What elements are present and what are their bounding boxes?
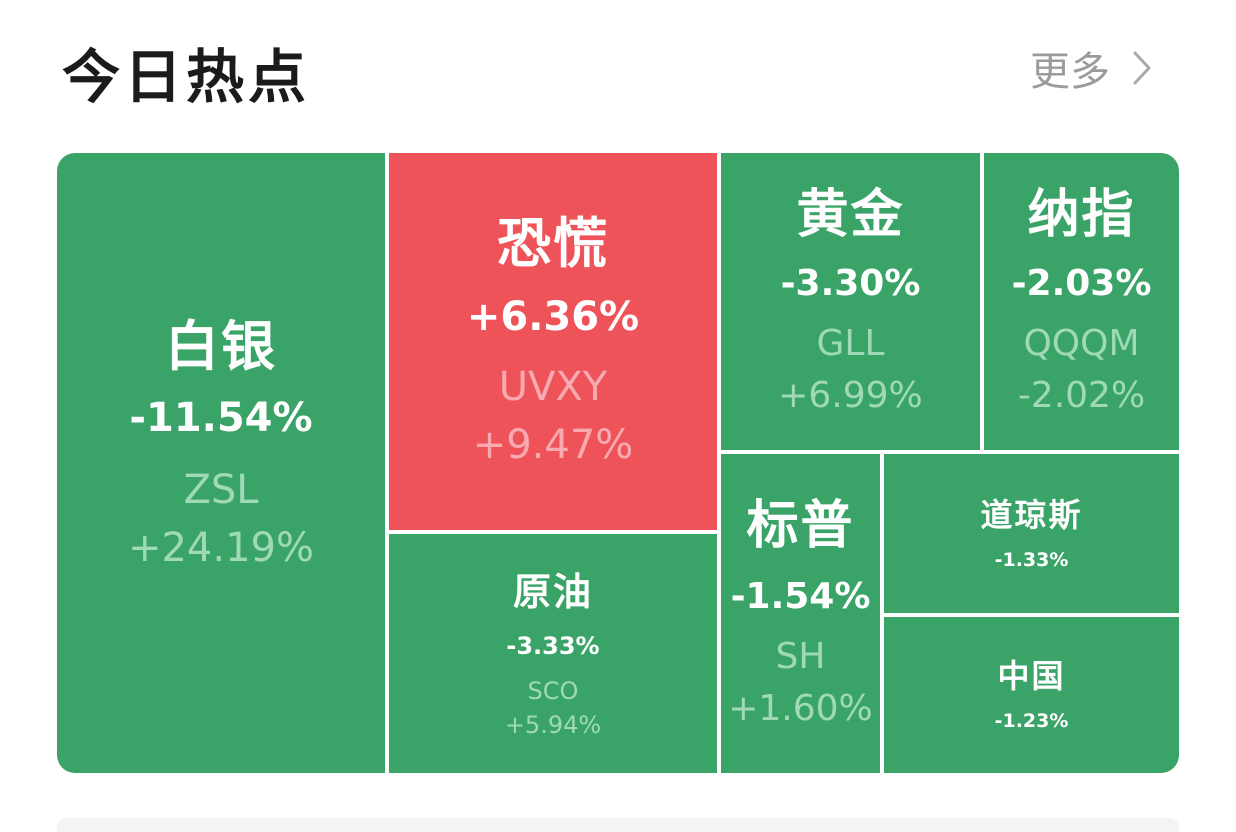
tile-nasdaq-change: -2.03% [1011,262,1152,304]
tile-crude-etf: SCO [527,676,579,705]
tile-panic-etf-change: +9.47% [472,421,634,468]
more-label: 更多 [1030,49,1110,95]
tile-crude-etf-change: +5.94% [504,710,602,739]
tile-silver-name: 白银 [165,315,277,378]
tile-china-name: 中国 [997,657,1066,695]
tile-crude-oil[interactable]: 原油 -3.33% SCO +5.94% [389,534,717,773]
tile-dow-jones[interactable]: 道琼斯 -1.33% [884,454,1179,613]
tile-silver-etf: ZSL [183,467,259,513]
tile-gold-change: -3.30% [780,262,921,304]
tile-panic-change: +6.36% [466,293,640,340]
hot-topics-treemap: 白银 -11.54% ZSL +24.19% 恐慌 +6.36% UVXY +9… [57,153,1179,773]
tile-panic[interactable]: 恐慌 +6.36% UVXY +9.47% [389,153,717,530]
tile-silver[interactable]: 白银 -11.54% ZSL +24.19% [57,153,385,773]
tile-sp500-name: 标普 [746,495,855,556]
tile-china-change: -1.23% [994,710,1069,732]
tile-dow-change: -1.33% [994,548,1069,571]
tile-panic-name: 恐慌 [497,211,609,275]
tile-silver-change: -11.54% [129,395,313,441]
tile-nasdaq-etf-change: -2.02% [1017,374,1146,416]
section-title: 今日热点 [62,43,311,111]
tile-gold[interactable]: 黄金 -3.30% GLL +6.99% [721,153,980,450]
chevron-right-icon [1133,51,1151,85]
tile-silver-etf-change: +24.19% [127,525,315,571]
tile-sp500[interactable]: 标普 -1.54% SH +1.60% [721,454,880,773]
tile-gold-etf: GLL [816,322,885,364]
tile-gold-etf-change: +6.99% [778,374,923,416]
section-header: 今日热点 更多 [0,0,1236,130]
tile-nasdaq-name: 纳指 [1027,184,1136,245]
tile-nasdaq[interactable]: 纳指 -2.03% QQQM -2.02% [984,153,1179,450]
next-card-edge [57,818,1179,832]
tile-dow-name: 道琼斯 [980,495,1083,534]
tile-sp500-etf: SH [775,635,826,677]
tile-sp500-change: -1.54% [730,575,871,617]
tile-gold-name: 黄金 [796,184,905,245]
more-link[interactable]: 更多 [1030,40,1152,96]
tile-nasdaq-etf: QQQM [1023,322,1140,364]
tile-panic-etf: UVXY [498,363,608,410]
tile-crude-name: 原油 [512,569,593,614]
tile-sp500-etf-change: +1.60% [728,687,873,729]
tile-crude-change: -3.33% [506,631,600,660]
tile-china[interactable]: 中国 -1.23% [884,617,1179,773]
